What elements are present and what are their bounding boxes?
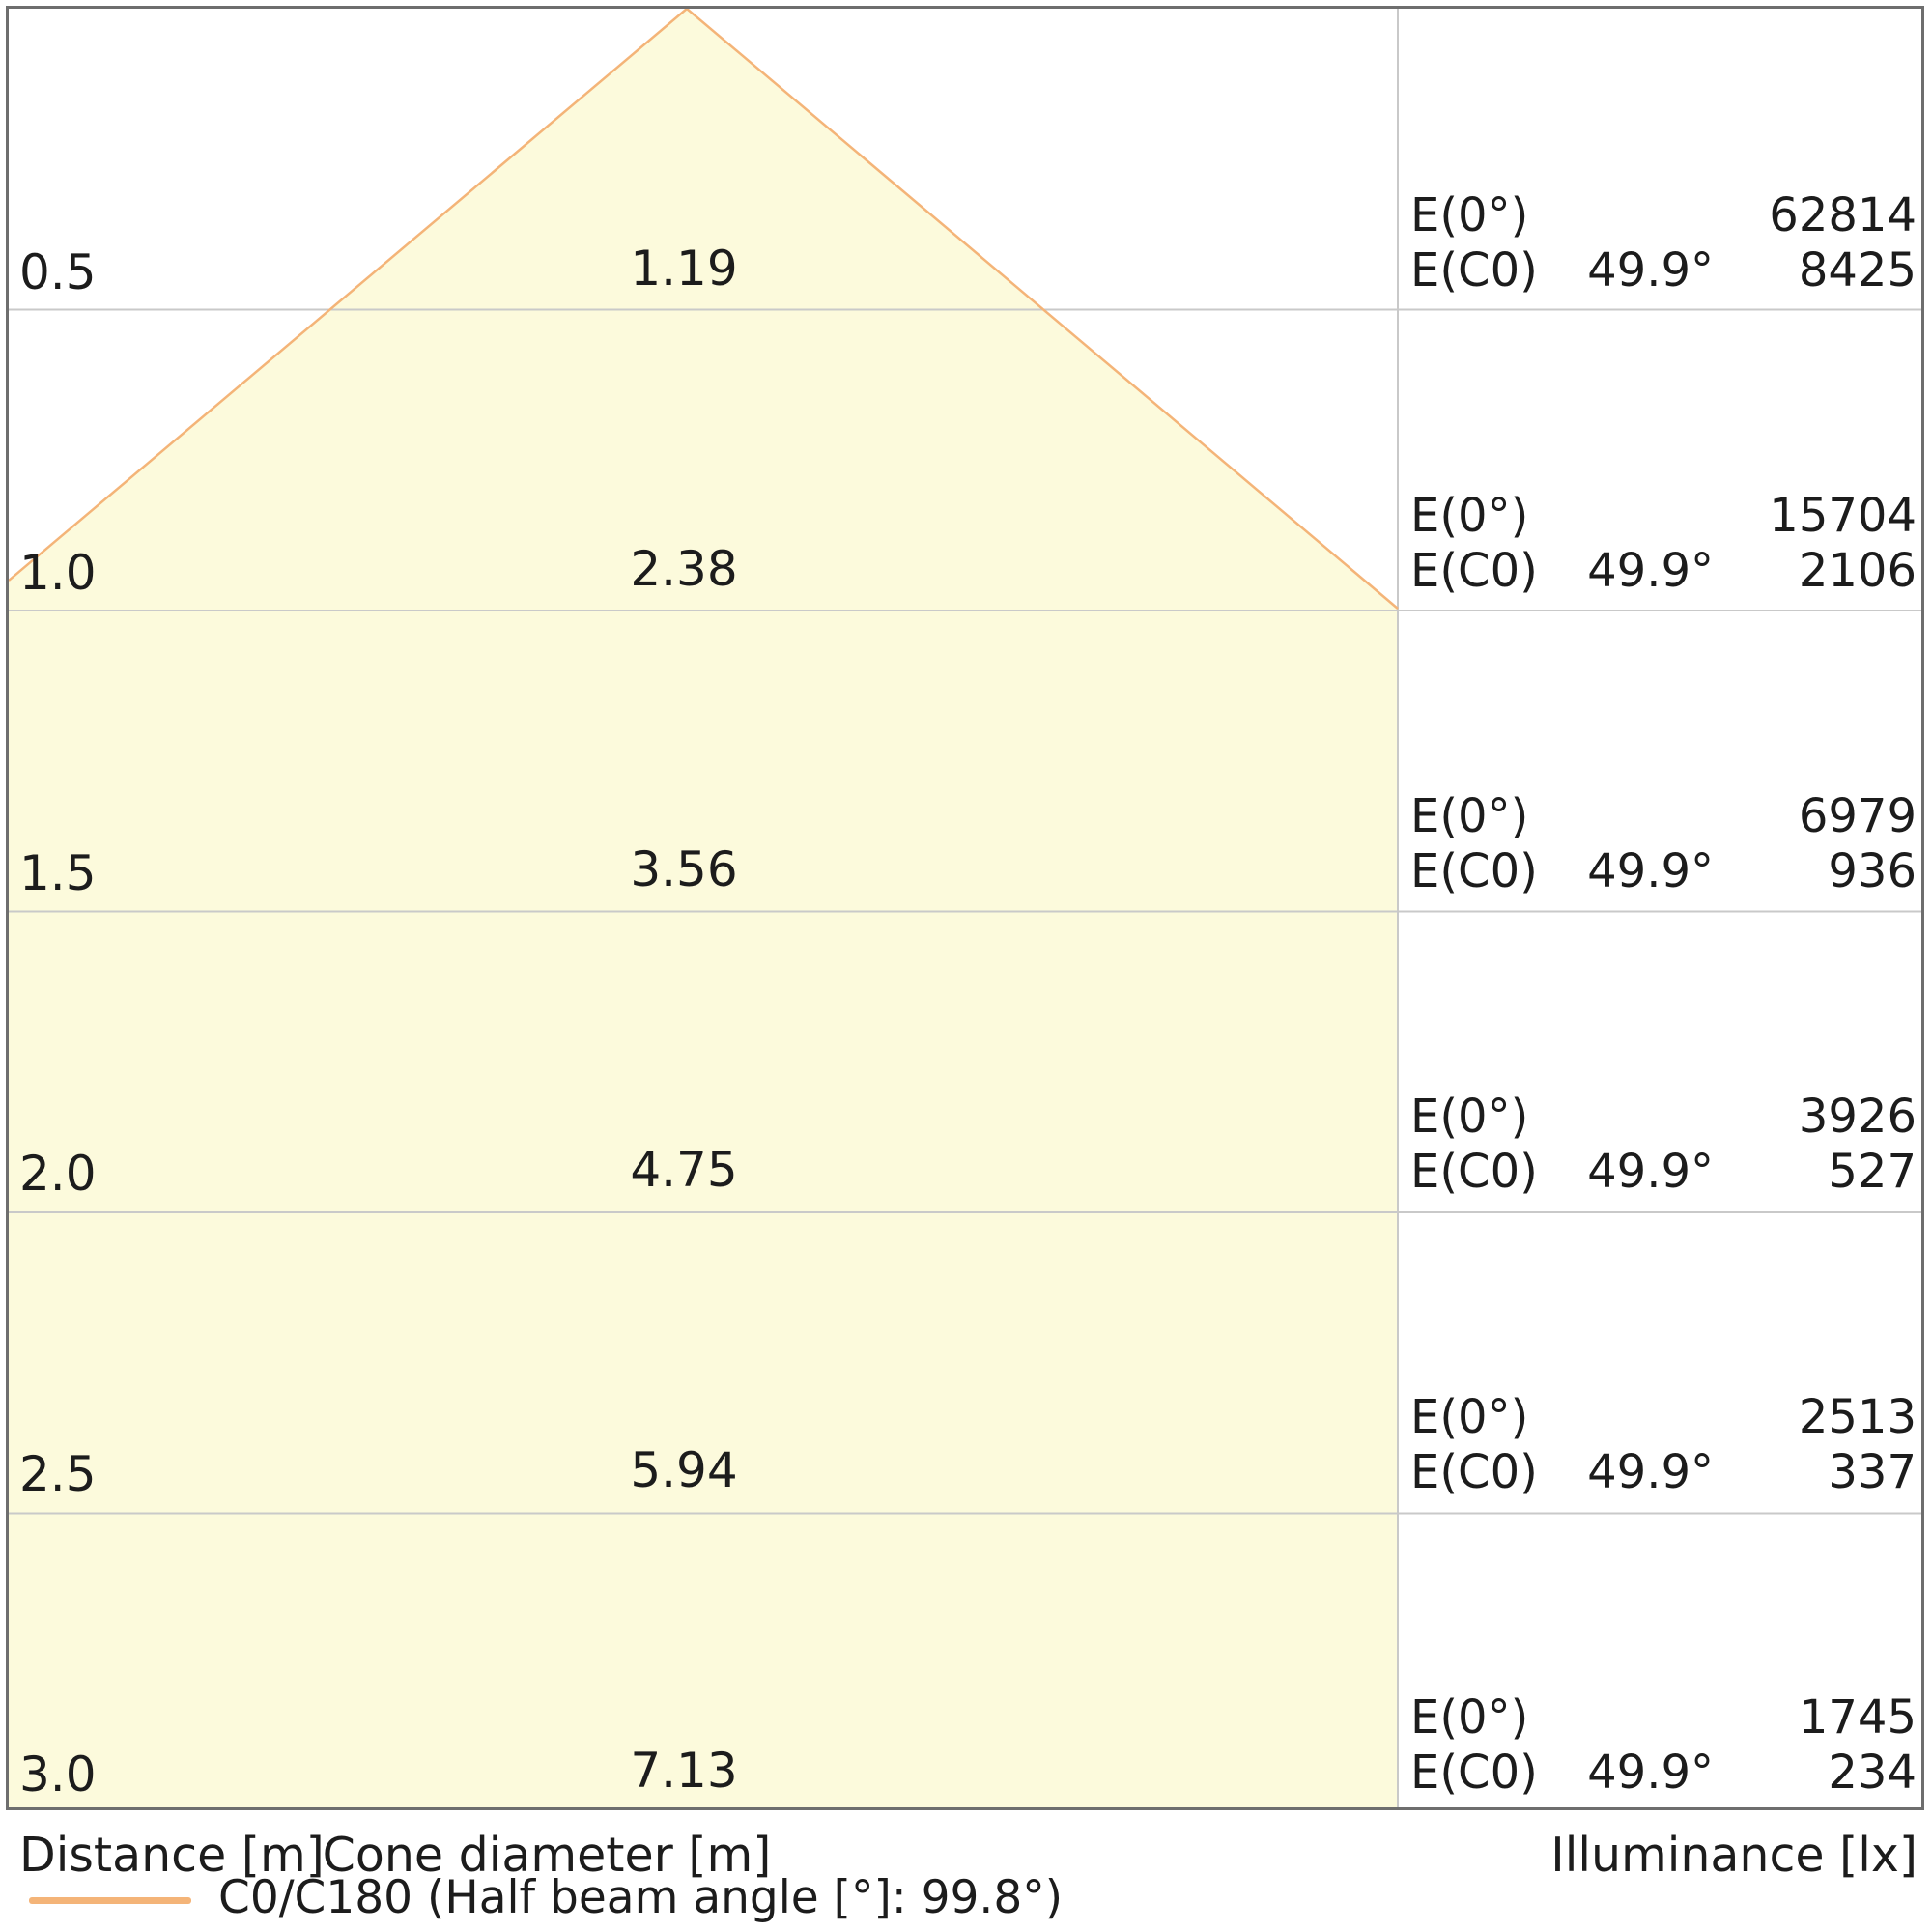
e0-label: E(0°) xyxy=(1410,789,1529,843)
legend: C0/C180 (Half beam angle [°]: 99.8°) xyxy=(0,1868,1932,1932)
ec0-value: 337 xyxy=(1828,1445,1917,1499)
e0-label: E(0°) xyxy=(1410,188,1529,242)
illuminance-row: E(0°) 3926 E(C0) 49.9° 527 xyxy=(1410,1090,1917,1200)
e0-angle xyxy=(1555,1090,1714,1145)
illuminance-row: E(0°) 2513 E(C0) 49.9° 337 xyxy=(1410,1390,1917,1500)
e0-value: 1745 xyxy=(1798,1690,1917,1745)
e0-label: E(0°) xyxy=(1410,1690,1529,1745)
ec0-angle: 49.9° xyxy=(1587,243,1714,298)
e0-angle xyxy=(1555,1390,1714,1445)
ec0-angle: 49.9° xyxy=(1587,544,1714,598)
legend-label: C0/C180 (Half beam angle [°]: 99.8°) xyxy=(218,1871,1064,1924)
illuminance-row: E(0°) 15704 E(C0) 49.9° 2106 xyxy=(1410,489,1917,599)
chart-area xyxy=(6,6,1924,1810)
e0-angle xyxy=(1555,188,1714,243)
cone-plot xyxy=(9,9,1921,1807)
ec0-label: E(C0) xyxy=(1410,243,1538,298)
e0-value: 15704 xyxy=(1769,489,1917,543)
ec0-angle: 49.9° xyxy=(1587,1445,1714,1499)
beam-line-legend-swatch xyxy=(29,1897,191,1904)
cone-diameter-value: 3.56 xyxy=(630,841,738,897)
ec0-label: E(C0) xyxy=(1410,844,1538,898)
illuminance-row: E(0°) 6979 E(C0) 49.9° 936 xyxy=(1410,789,1917,899)
e0-value: 2513 xyxy=(1798,1390,1917,1444)
distance-tick-label: 0.5 xyxy=(19,244,97,300)
cone-diameter-axis-label: Cone diameter [m] xyxy=(322,1828,772,1883)
e0-value: 3926 xyxy=(1798,1090,1917,1144)
e0-angle xyxy=(1555,489,1714,544)
cone-diameter-value: 2.38 xyxy=(630,541,738,597)
beam-line-right-c0 xyxy=(686,9,1399,610)
ec0-value: 936 xyxy=(1828,844,1917,898)
distance-tick-label: 2.0 xyxy=(19,1146,97,1202)
light-cone-fill xyxy=(9,9,1398,1807)
cone-diameter-value: 7.13 xyxy=(630,1743,738,1799)
cone-diameter-value: 4.75 xyxy=(630,1142,738,1198)
distance-tick-label: 1.5 xyxy=(19,845,97,901)
ec0-value: 527 xyxy=(1828,1145,1917,1199)
beam-line-left-c180 xyxy=(9,9,688,582)
ec0-label: E(C0) xyxy=(1410,1145,1538,1199)
ec0-angle: 49.9° xyxy=(1587,1746,1714,1800)
ec0-label: E(C0) xyxy=(1410,1746,1538,1800)
e0-value: 6979 xyxy=(1798,789,1917,843)
cone-diameter-value: 5.94 xyxy=(630,1442,738,1498)
e0-value: 62814 xyxy=(1769,188,1917,242)
distance-tick-label: 2.5 xyxy=(19,1446,97,1502)
e0-label: E(0°) xyxy=(1410,1090,1529,1144)
illuminance-row: E(0°) 1745 E(C0) 49.9° 234 xyxy=(1410,1690,1917,1801)
ec0-value: 234 xyxy=(1828,1746,1917,1800)
cone-diameter-value: 1.19 xyxy=(630,241,738,297)
ec0-value: 8425 xyxy=(1798,243,1917,298)
illuminance-axis-label: Illuminance [lx] xyxy=(1550,1828,1918,1883)
ec0-label: E(C0) xyxy=(1410,1445,1538,1499)
e0-label: E(0°) xyxy=(1410,1390,1529,1444)
e0-angle xyxy=(1555,1690,1714,1746)
e0-label: E(0°) xyxy=(1410,489,1529,543)
ec0-value: 2106 xyxy=(1798,544,1917,598)
distance-tick-label: 3.0 xyxy=(19,1747,97,1803)
ec0-angle: 49.9° xyxy=(1587,844,1714,898)
ec0-label: E(C0) xyxy=(1410,544,1538,598)
illuminance-row: E(0°) 62814 E(C0) 49.9° 8425 xyxy=(1410,188,1917,298)
distance-axis-label: Distance [m] xyxy=(19,1828,325,1883)
e0-angle xyxy=(1555,789,1714,844)
distance-tick-label: 1.0 xyxy=(19,545,97,601)
ec0-angle: 49.9° xyxy=(1587,1145,1714,1199)
